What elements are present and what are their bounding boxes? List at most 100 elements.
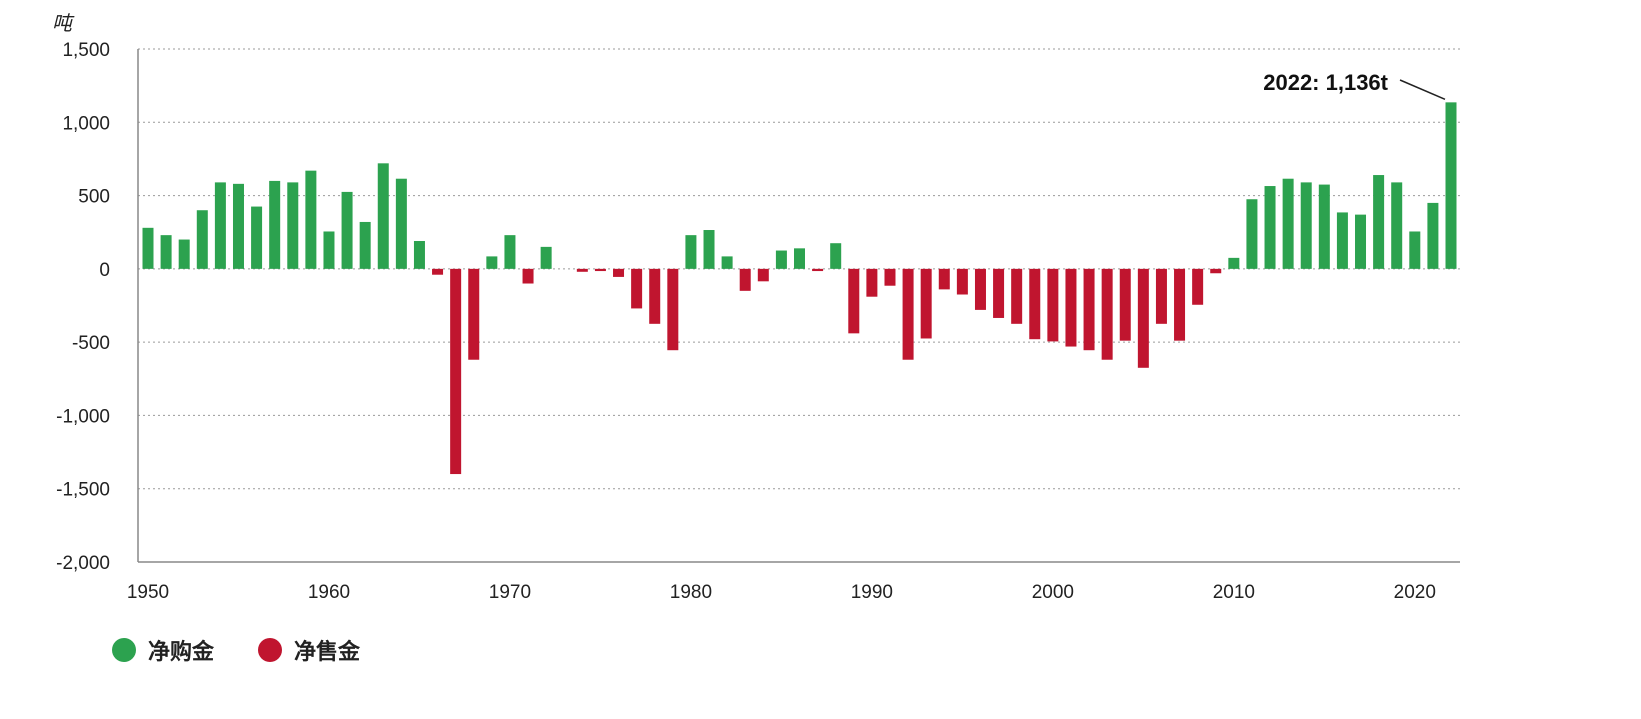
bar (613, 268, 625, 277)
bar (196, 210, 208, 269)
bar (377, 163, 389, 269)
bar (1174, 268, 1186, 341)
bar (775, 250, 787, 269)
bar (486, 256, 498, 269)
bar (956, 268, 968, 295)
bar (1011, 268, 1023, 324)
bar (1065, 268, 1077, 347)
x-tick-label: 2020 (1394, 582, 1436, 603)
x-tick-label: 1950 (127, 582, 169, 603)
bar (576, 268, 588, 272)
bar (232, 183, 244, 269)
bar (1336, 212, 1348, 269)
bar (794, 248, 805, 269)
bar (323, 231, 335, 269)
bar (504, 235, 516, 269)
y-axis-unit-label: 吨 (52, 11, 75, 35)
bar (178, 239, 190, 269)
bar (685, 235, 697, 269)
bar (830, 243, 842, 269)
bar (1427, 202, 1439, 269)
bar (1355, 214, 1367, 269)
legend-item-net-purchase: 净购金 (112, 634, 214, 666)
bar (1101, 268, 1113, 360)
annotation-label: 2022: 1,136t (1263, 70, 1388, 95)
y-tick-label: -1,500 (56, 480, 110, 501)
y-tick-label: -1,000 (56, 406, 110, 427)
bar (739, 268, 751, 291)
bar (395, 178, 407, 269)
legend: 净购金 净售金 (112, 634, 360, 666)
bar (1318, 184, 1330, 269)
bar (1083, 268, 1095, 351)
bar (1047, 268, 1059, 342)
bar (359, 221, 371, 269)
x-tick-label: 1980 (670, 582, 712, 603)
bar (1119, 268, 1131, 341)
bar (631, 268, 643, 309)
bar (649, 268, 661, 324)
bar (667, 268, 679, 351)
bar (1029, 268, 1041, 340)
x-tick-label: 1970 (489, 582, 531, 603)
bar (214, 182, 226, 269)
legend-swatch-red (258, 638, 283, 662)
bar (812, 268, 824, 272)
bar (866, 268, 878, 297)
bar (305, 170, 317, 269)
bar (1391, 182, 1403, 269)
bar (974, 268, 986, 310)
bar (450, 268, 462, 475)
gridlines (138, 48, 1460, 490)
y-tick-label: 500 (78, 187, 110, 208)
y-tick-label: -500 (72, 333, 110, 354)
y-tick-label: 0 (99, 260, 110, 281)
y-tick-label: 1,000 (62, 113, 110, 134)
bar (703, 230, 715, 269)
x-tick-label: 1990 (851, 582, 893, 603)
bar (594, 268, 606, 272)
bar (1210, 268, 1222, 274)
axes (137, 49, 1460, 563)
y-tick-label: 1,500 (62, 40, 110, 61)
bar (1192, 268, 1204, 305)
bar (938, 268, 950, 290)
bar (522, 268, 534, 284)
bar (160, 235, 172, 269)
bar (1300, 182, 1312, 269)
legend-label-net-sale: 净售金 (294, 640, 361, 665)
bar (251, 206, 263, 269)
bar (902, 268, 914, 360)
annotation-leader-line (1399, 79, 1446, 101)
bar (757, 268, 769, 282)
x-tick-label: 2010 (1213, 582, 1255, 603)
legend-swatch-green (112, 638, 136, 662)
x-tick-label: 2000 (1032, 582, 1074, 603)
bar (413, 241, 425, 269)
x-axis-ticks: 1950 1960 1970 1980 1990 2000 2010 2020 (127, 582, 1436, 603)
bar (721, 256, 733, 269)
bar (993, 268, 1005, 318)
y-axis-ticks: 1,500 1,000 500 0 -500 -1,000 -1,500 -2,000 (56, 40, 110, 574)
bar (468, 268, 480, 360)
bar (1155, 268, 1167, 324)
bar (142, 227, 154, 269)
bar (1409, 231, 1421, 269)
bars (142, 102, 1457, 475)
bar (1264, 186, 1276, 269)
bar (848, 268, 860, 334)
legend-label-net-purchase: 净购金 (148, 640, 215, 665)
x-tick-label: 1960 (308, 582, 350, 603)
bar (341, 191, 353, 269)
bar (1137, 268, 1149, 368)
bar (1373, 175, 1385, 269)
bar (287, 182, 299, 269)
bar (432, 268, 444, 275)
bar (1228, 257, 1240, 269)
bar (269, 180, 281, 269)
bar (1445, 102, 1457, 269)
annotation-2022: 2022: 1,136t (1263, 70, 1446, 101)
legend-item-net-sale: 净售金 (258, 634, 360, 666)
bar (920, 268, 932, 339)
